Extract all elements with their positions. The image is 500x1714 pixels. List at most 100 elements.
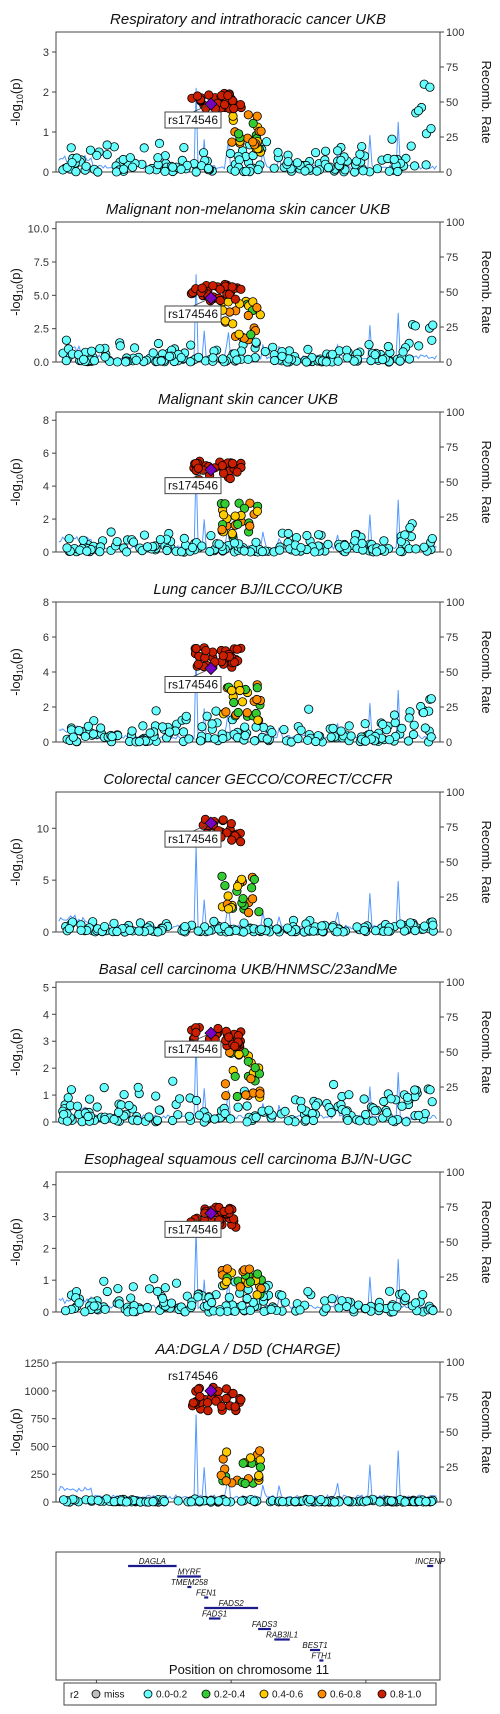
legend-label: 0.2-0.4 — [214, 1690, 246, 1701]
snp-point — [90, 357, 98, 365]
snp-point — [153, 1116, 161, 1124]
snp-point — [84, 1112, 92, 1120]
snp-point — [242, 167, 250, 175]
snp-point — [244, 111, 252, 119]
gene-label: FADS3 — [252, 1620, 278, 1629]
gene-label: BEST1 — [302, 1641, 327, 1650]
snp-point — [312, 737, 320, 745]
snp-point — [93, 1103, 101, 1111]
y-tick-label: 5 — [43, 982, 49, 994]
snp-point — [278, 1497, 286, 1505]
snp-point — [292, 533, 300, 541]
snp-point — [388, 135, 396, 143]
snp-point — [115, 1300, 123, 1308]
snp-point — [208, 1298, 216, 1306]
snp-point — [203, 712, 211, 720]
snp-point — [194, 1293, 202, 1301]
snp-point — [152, 707, 160, 715]
snp-point — [122, 1498, 130, 1506]
snp-point — [233, 356, 241, 364]
snp-point — [187, 1498, 195, 1506]
snp-point — [334, 357, 342, 365]
snp-point — [94, 168, 102, 176]
snp-point — [64, 1094, 72, 1102]
snp-point — [384, 927, 392, 935]
snp-point — [410, 721, 418, 729]
snp-point — [239, 894, 247, 902]
snp-point — [243, 1102, 251, 1110]
snp-point — [157, 357, 165, 365]
snp-point — [234, 520, 242, 528]
snp-point — [291, 1497, 299, 1505]
y-tick-label: 2 — [43, 514, 49, 526]
snp-point — [302, 358, 310, 366]
snp-points — [61, 815, 437, 936]
snp-point — [250, 737, 258, 745]
recomb-tick-label: 100 — [446, 787, 464, 799]
snp-point — [59, 1496, 67, 1504]
snp-point — [329, 724, 337, 732]
snp-point — [113, 358, 121, 366]
snp-point — [149, 349, 157, 357]
snp-point — [179, 728, 187, 736]
snp-point — [429, 1306, 437, 1314]
snp-point — [224, 91, 232, 99]
snp-point — [427, 733, 435, 741]
y-tick-label: 6 — [43, 448, 49, 460]
snp-point — [428, 534, 436, 542]
snp-point — [235, 156, 243, 164]
snp-point — [195, 1497, 203, 1505]
snp-point — [96, 548, 104, 556]
snp-point — [120, 1090, 128, 1098]
snp-point — [125, 1101, 133, 1109]
snp-point — [90, 1302, 98, 1310]
snp-point — [145, 1285, 153, 1293]
snp-point — [414, 1111, 422, 1119]
snp-point — [375, 1304, 383, 1312]
snp-point — [211, 1115, 219, 1123]
snp-point — [108, 732, 116, 740]
y-axis-label: -log10(p) — [8, 1218, 25, 1266]
snp-point — [219, 734, 227, 742]
recomb-tick-label: 50 — [446, 97, 458, 109]
snp-point — [293, 159, 301, 167]
panel: Respiratory and intrathoracic cancer UKB… — [8, 11, 494, 179]
recomb-tick-label: 75 — [446, 1392, 458, 1404]
y-tick-label: 8 — [43, 597, 49, 609]
snp-point — [223, 1265, 231, 1273]
y-tick-label: 3 — [43, 47, 49, 59]
legend-label: miss — [104, 1690, 125, 1701]
snp-point — [196, 737, 204, 745]
recomb-tick-label: 25 — [446, 132, 458, 144]
snp-point — [135, 737, 143, 745]
snp-point — [247, 884, 255, 892]
snp-point — [262, 138, 270, 146]
snp-points — [59, 1383, 437, 1506]
snp-point — [405, 355, 413, 363]
snp-point — [391, 718, 399, 726]
snp-point — [305, 705, 313, 713]
snp-point — [135, 927, 143, 935]
snp-point — [429, 321, 437, 329]
lead-snp-label: rs174546 — [168, 1369, 218, 1383]
snp-point — [387, 1497, 395, 1505]
snp-point — [313, 167, 321, 175]
snp-point — [241, 723, 249, 731]
snp-point — [110, 919, 118, 927]
snp-point — [198, 284, 206, 292]
snp-point — [268, 728, 276, 736]
panel-title: Basal cell carcinoma UKB/HNMSC/23andMe — [99, 961, 397, 978]
snp-point — [128, 727, 136, 735]
legend-title: r2 — [70, 1690, 79, 1701]
snp-points — [63, 457, 437, 556]
panel-title: Malignant skin cancer UKB — [158, 391, 338, 408]
snp-point — [345, 1091, 353, 1099]
snp-point — [145, 1113, 153, 1121]
snp-point — [238, 1302, 246, 1310]
snp-point — [103, 141, 111, 149]
snp-point — [402, 1118, 410, 1126]
panels-group: Respiratory and intrathoracic cancer UKB… — [8, 11, 494, 1509]
lead-snp-label: rs174546 — [168, 307, 218, 321]
snp-point — [283, 924, 291, 932]
gene-label: INCENP — [415, 1557, 446, 1566]
